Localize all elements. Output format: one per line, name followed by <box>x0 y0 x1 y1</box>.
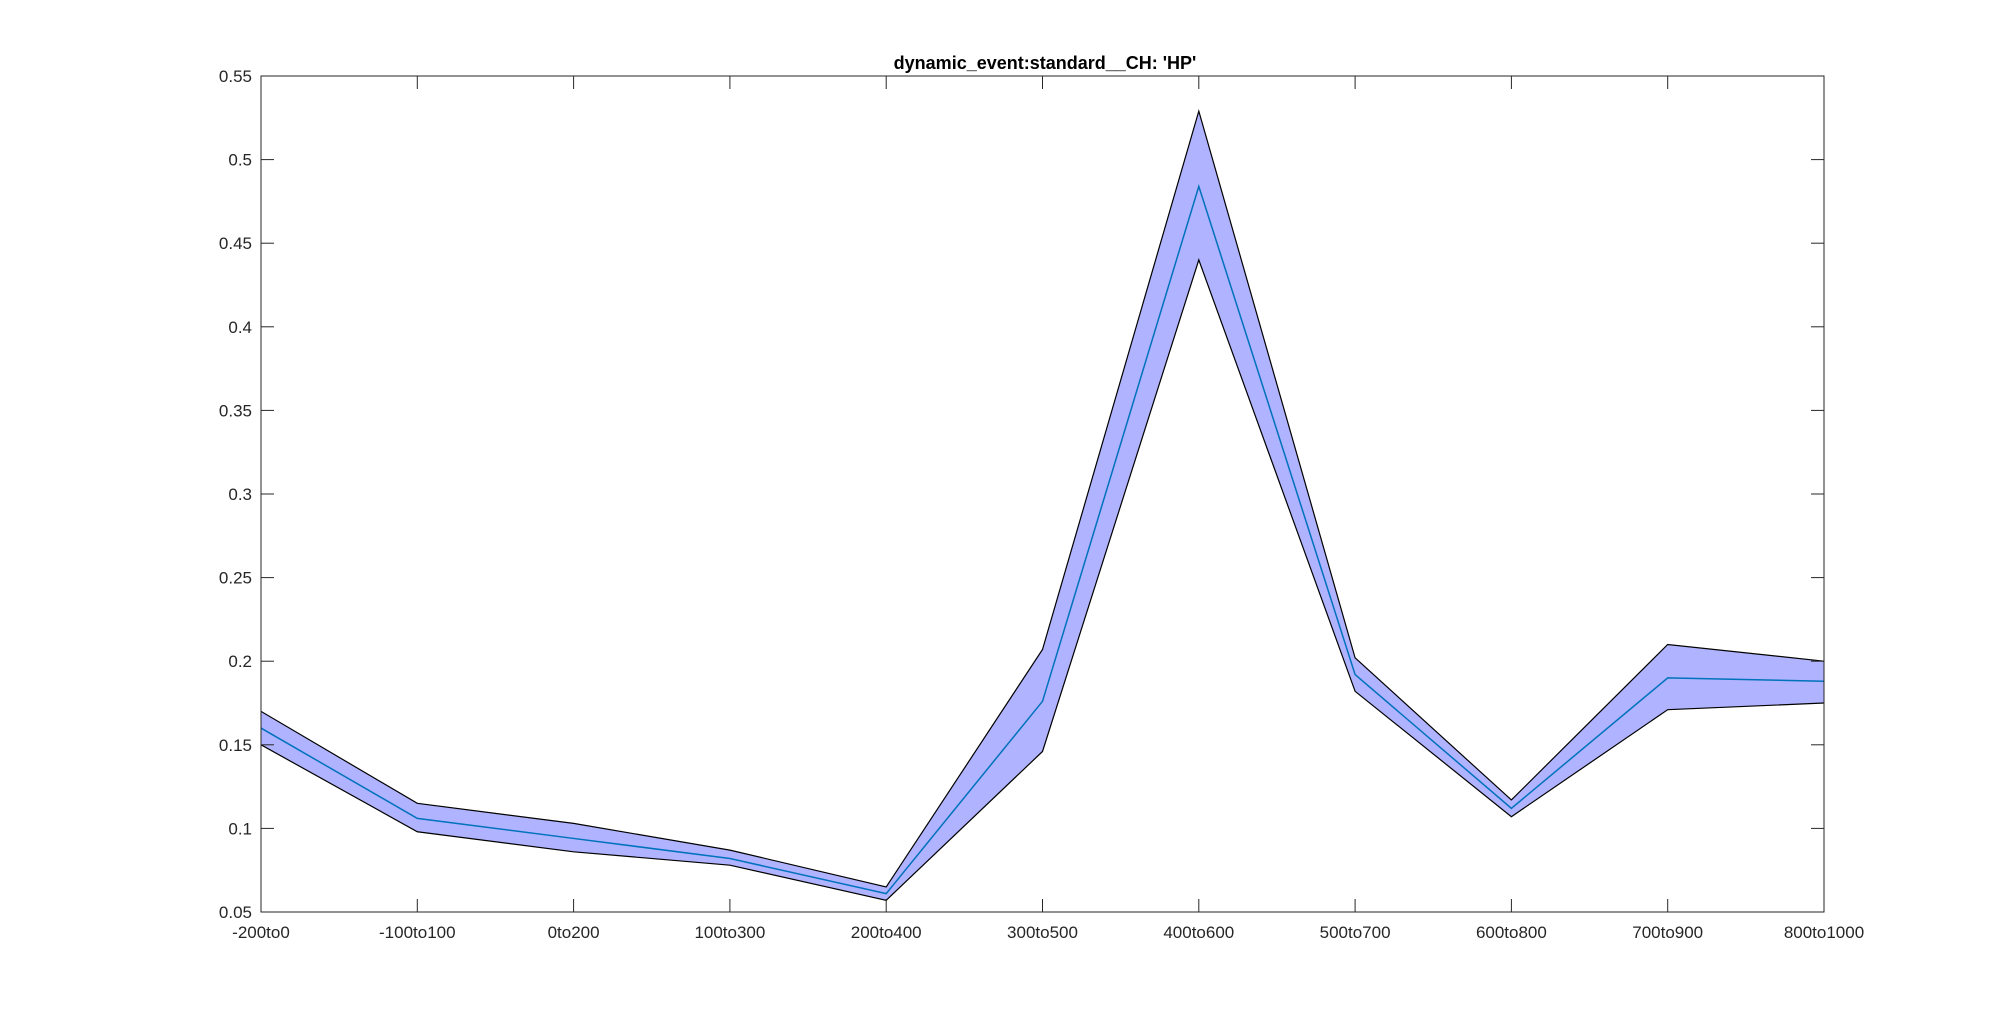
data-layer <box>261 108 1824 901</box>
x-tick-label: 200to400 <box>851 923 922 942</box>
y-tick-label: 0.35 <box>219 401 252 420</box>
x-tick-label: 700to900 <box>1632 923 1703 942</box>
plot-area: -200to0 -100to100 0to200 100to300 200to400 30… <box>219 67 1864 942</box>
chart-title: dynamic_event:standard__CH: 'HP' <box>894 53 1197 73</box>
y-tick-label: 0.4 <box>228 318 252 337</box>
y-tick-label: 0.3 <box>228 485 252 504</box>
x-tick-label: -100to100 <box>379 923 456 942</box>
x-tick-label: 600to800 <box>1476 923 1547 942</box>
band-lower-line <box>261 258 1824 901</box>
x-tick-label: 800to1000 <box>1784 923 1864 942</box>
y-tick-label: 0.15 <box>219 736 252 755</box>
x-tick-label: 400to600 <box>1163 923 1234 942</box>
x-tick-label: 500to700 <box>1320 923 1391 942</box>
y-tick-label: 0.5 <box>228 151 252 170</box>
x-tick-label: -200to0 <box>232 923 290 942</box>
axes-ticks: -200to0 -100to100 0to200 100to300 200to400 30… <box>219 67 1864 942</box>
y-tick-label: 0.45 <box>219 234 252 253</box>
y-tick-label: 0.25 <box>219 569 252 588</box>
x-tick-label: 0to200 <box>548 923 600 942</box>
confidence-band <box>261 111 1824 901</box>
y-tick-label: 0.05 <box>219 903 252 922</box>
y-tick-label: 0.2 <box>228 652 252 671</box>
band-upper-line <box>261 108 1824 888</box>
x-tick-label: 100to300 <box>694 923 765 942</box>
x-tick-label: 300to500 <box>1007 923 1078 942</box>
y-tick-label: 0.55 <box>219 67 252 86</box>
y-tick-label: 0.1 <box>228 819 252 838</box>
mean-line <box>261 183 1824 895</box>
